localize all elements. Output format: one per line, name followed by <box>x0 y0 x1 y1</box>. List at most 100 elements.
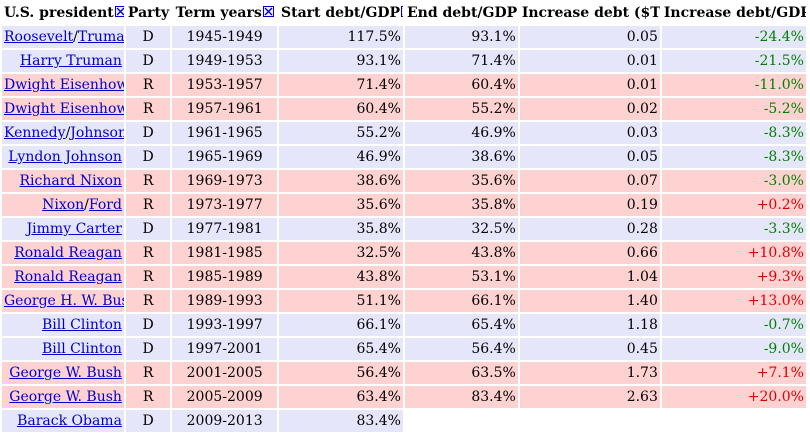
president-link[interactable]: Ronald Reagan <box>14 269 122 285</box>
president-link[interactable]: George W. Bush <box>9 365 122 381</box>
increase-debt-cell <box>519 410 660 432</box>
president-link[interactable]: George W. Bush <box>9 389 122 405</box>
header-president[interactable]: U.S. president <box>2 2 124 24</box>
president-link[interactable]: Johnson <box>70 125 124 141</box>
table-row: Barack Obama D 2009-2013 83.4% <box>2 410 806 432</box>
increase-debt-cell: 1.40 <box>519 290 660 312</box>
start-debt-cell-value: 55.2% <box>356 125 401 141</box>
end-debt-cell-value: 32.5% <box>471 221 516 237</box>
start-debt-cell: 56.4% <box>279 362 403 384</box>
president-link[interactable]: Lyndon Johnson <box>8 149 122 165</box>
start-debt-cell-value: 46.9% <box>356 149 401 165</box>
header-term-years[interactable]: Term years <box>172 2 278 24</box>
term-years-cell-value: 1957-1961 <box>186 101 263 117</box>
president-cell: Dwight Eisenhower <box>2 74 124 96</box>
end-debt-cell-value: 60.4% <box>471 77 516 93</box>
increase-debt-cell: 0.07 <box>519 170 660 192</box>
party-cell: R <box>125 386 171 408</box>
start-debt-cell: 93.1% <box>279 50 403 72</box>
start-debt-cell-value: 51.1% <box>356 293 401 309</box>
party-cell: D <box>125 146 171 168</box>
increase-gdp-cell: -3.3% <box>661 218 806 240</box>
increase-gdp-cell-value: +9.3% <box>756 269 804 285</box>
president-link[interactable]: Barack Obama <box>17 413 122 429</box>
party-cell-value: R <box>142 269 154 285</box>
president-cell: Barack Obama <box>2 410 124 432</box>
president-link[interactable]: Ronald Reagan <box>14 245 122 261</box>
increase-gdp-cell-value: -24.4% <box>754 29 804 45</box>
start-debt-cell: 65.4% <box>279 338 403 360</box>
party-cell-value: D <box>142 53 154 69</box>
increase-debt-cell: 0.01 <box>519 50 660 72</box>
table-row: Dwight Eisenhower R 1957-1961 60.4% 55.2% 0.0… <box>2 98 806 120</box>
end-debt-cell: 65.4% <box>404 314 518 336</box>
increase-debt-cell: 0.45 <box>519 338 660 360</box>
start-debt-cell-value: 32.5% <box>356 245 401 261</box>
increase-gdp-cell: -3.0% <box>661 170 806 192</box>
increase-gdp-cell-value: +20.0% <box>747 389 804 405</box>
increase-debt-cell: 0.02 <box>519 98 660 120</box>
president-link[interactable]: Jimmy Carter <box>26 221 122 237</box>
president-link[interactable]: Ford <box>88 197 122 213</box>
increase-gdp-cell: -8.3% <box>661 122 806 144</box>
president-cell: Roosevelt/Truman <box>2 26 124 48</box>
sort-icon[interactable] <box>114 5 124 17</box>
party-cell-value: R <box>142 197 154 213</box>
start-debt-cell: 43.8% <box>279 266 403 288</box>
start-debt-cell-value: 66.1% <box>356 317 401 333</box>
table-row: Roosevelt/Truman D 1945-1949 117.5% 93.1% 0.0… <box>2 26 806 48</box>
header-label: End debt/GDP <box>406 5 518 21</box>
end-debt-cell-value: 55.2% <box>471 101 516 117</box>
increase-gdp-cell: -24.4% <box>661 26 806 48</box>
term-years-cell-value: 2009-2013 <box>186 413 263 429</box>
start-debt-cell-value: 35.6% <box>356 197 401 213</box>
president-link[interactable]: Harry Truman <box>19 53 122 69</box>
increase-debt-cell: 0.19 <box>519 194 660 216</box>
start-debt-cell-value: 43.8% <box>356 269 401 285</box>
term-years-cell-value: 1997-2001 <box>186 341 263 357</box>
increase-gdp-cell-value: -3.0% <box>763 173 804 189</box>
end-debt-cell: 35.8% <box>404 194 518 216</box>
table-row: Bill Clinton D 1993-1997 66.1% 65.4% 1.18 -0.7… <box>2 314 806 336</box>
president-cell: Nixon/Ford <box>2 194 124 216</box>
increase-gdp-cell-value: +13.0% <box>747 293 804 309</box>
president-link[interactable]: Kennedy <box>4 125 66 141</box>
sort-icon[interactable] <box>401 5 403 17</box>
president-cell: George W. Bush <box>2 386 124 408</box>
increase-gdp-cell: +20.0% <box>661 386 806 408</box>
header-increase-gdp[interactable]: Increase debt/GDP <box>661 2 806 24</box>
president-link[interactable]: Bill Clinton <box>41 341 122 357</box>
president-link[interactable]: Bill Clinton <box>41 317 122 333</box>
president-link[interactable]: George H. W. Bush <box>4 293 124 309</box>
president-link[interactable]: Truman <box>77 29 124 45</box>
increase-debt-cell-value: 0.28 <box>626 221 658 237</box>
term-years-cell-value: 1977-1981 <box>186 221 263 237</box>
end-debt-cell-value: 38.6% <box>471 149 516 165</box>
party-cell: R <box>125 98 171 120</box>
president-cell: Dwight Eisenhower <box>2 98 124 120</box>
term-years-cell-value: 1973-1977 <box>186 197 263 213</box>
term-years-cell: 1981-1985 <box>172 242 278 264</box>
start-debt-cell: 83.4% <box>279 410 403 432</box>
end-debt-cell-value: 53.1% <box>471 269 516 285</box>
sort-icon[interactable] <box>262 5 274 17</box>
end-debt-cell: 53.1% <box>404 266 518 288</box>
president-link[interactable]: Richard Nixon <box>19 173 122 189</box>
start-debt-cell-value: 60.4% <box>356 101 401 117</box>
president-link[interactable]: Dwight Eisenhower <box>4 101 124 117</box>
term-years-cell: 1993-1997 <box>172 314 278 336</box>
header-party[interactable]: Party <box>125 2 171 24</box>
header-end-debt[interactable]: End debt/GDP <box>404 2 518 24</box>
increase-gdp-cell-value: -9.0% <box>763 341 804 357</box>
header-start-debt[interactable]: Start debt/GDP <box>279 2 403 24</box>
start-debt-cell: 117.5% <box>279 26 403 48</box>
president-link[interactable]: Dwight Eisenhower <box>4 77 124 93</box>
party-cell-value: R <box>142 77 154 93</box>
increase-gdp-cell: +7.1% <box>661 362 806 384</box>
increase-gdp-cell: -21.5% <box>661 50 806 72</box>
president-link[interactable]: Nixon <box>42 197 85 213</box>
start-debt-cell-value: 65.4% <box>356 341 401 357</box>
header-increase-debt[interactable]: Increase debt ($T) <box>519 2 660 24</box>
president-link[interactable]: Roosevelt <box>4 29 74 45</box>
party-cell: D <box>125 410 171 432</box>
